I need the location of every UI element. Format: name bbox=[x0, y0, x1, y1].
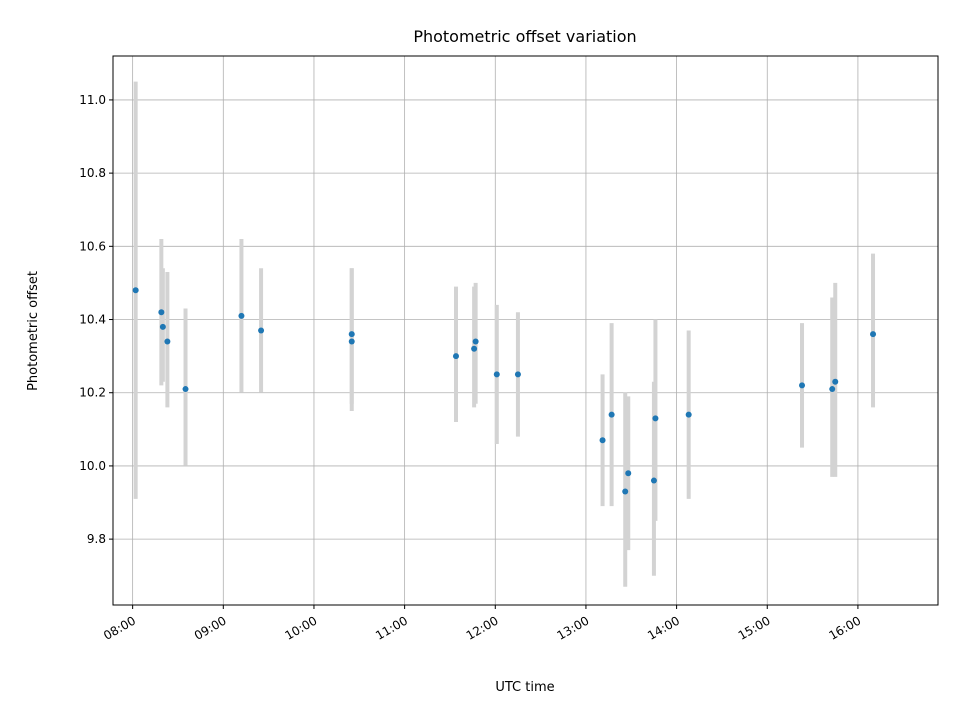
data-point bbox=[132, 287, 139, 294]
data-point bbox=[258, 327, 265, 334]
y-tick-label: 10.2 bbox=[79, 386, 106, 400]
y-tick-label: 10.8 bbox=[79, 166, 106, 180]
data-point bbox=[472, 338, 479, 345]
x-axis-label: UTC time bbox=[495, 680, 554, 695]
data-point bbox=[348, 331, 355, 338]
x-tick-label: 13:00 bbox=[554, 613, 591, 642]
data-point bbox=[622, 488, 629, 495]
error-bar-layer bbox=[133, 81, 876, 587]
x-tick-label: 10:00 bbox=[283, 613, 320, 642]
x-tick-label: 16:00 bbox=[826, 613, 863, 642]
y-tick-label: 10.4 bbox=[79, 313, 106, 327]
x-tick-label: 08:00 bbox=[101, 613, 138, 642]
y-tick-label: 10.0 bbox=[79, 459, 106, 473]
data-point bbox=[452, 353, 459, 360]
x-tick-layer: 08:00 09:00 10:00 11:00 12:00 13:00 14:00 15:00… bbox=[101, 605, 863, 643]
data-point bbox=[164, 338, 171, 345]
data-point bbox=[471, 345, 478, 352]
data-point bbox=[799, 382, 806, 389]
grid-layer bbox=[113, 56, 938, 605]
data-point bbox=[238, 312, 245, 319]
x-tick-label: 09:00 bbox=[192, 613, 229, 642]
data-point bbox=[348, 338, 355, 345]
data-point bbox=[158, 309, 165, 316]
y-axis-label: Photometric offset bbox=[26, 271, 41, 391]
x-tick-label: 14:00 bbox=[645, 613, 682, 642]
data-point bbox=[599, 437, 606, 444]
data-point bbox=[182, 386, 189, 393]
y-tick-layer: 9.8 10.0 10.2 10.4 10.6 10.8 11.0 bbox=[79, 93, 113, 546]
data-point bbox=[650, 477, 657, 484]
data-point bbox=[870, 331, 877, 338]
data-point bbox=[608, 411, 615, 418]
data-point bbox=[625, 470, 632, 477]
x-tick-label: 11:00 bbox=[373, 613, 410, 642]
y-tick-label: 10.6 bbox=[79, 239, 106, 253]
data-point bbox=[829, 386, 836, 393]
chart-title: Photometric offset variation bbox=[413, 27, 636, 46]
data-point bbox=[832, 378, 839, 385]
data-point bbox=[685, 411, 692, 418]
plot-frame bbox=[112, 55, 939, 606]
x-tick-label: 12:00 bbox=[464, 613, 501, 642]
data-point bbox=[514, 371, 521, 378]
data-point bbox=[652, 415, 659, 422]
data-point bbox=[159, 323, 166, 330]
y-tick-label: 9.8 bbox=[87, 532, 106, 546]
data-point-layer bbox=[132, 287, 877, 495]
y-tick-label: 11.0 bbox=[79, 93, 106, 107]
x-tick-label: 15:00 bbox=[736, 613, 773, 642]
data-point bbox=[493, 371, 500, 378]
